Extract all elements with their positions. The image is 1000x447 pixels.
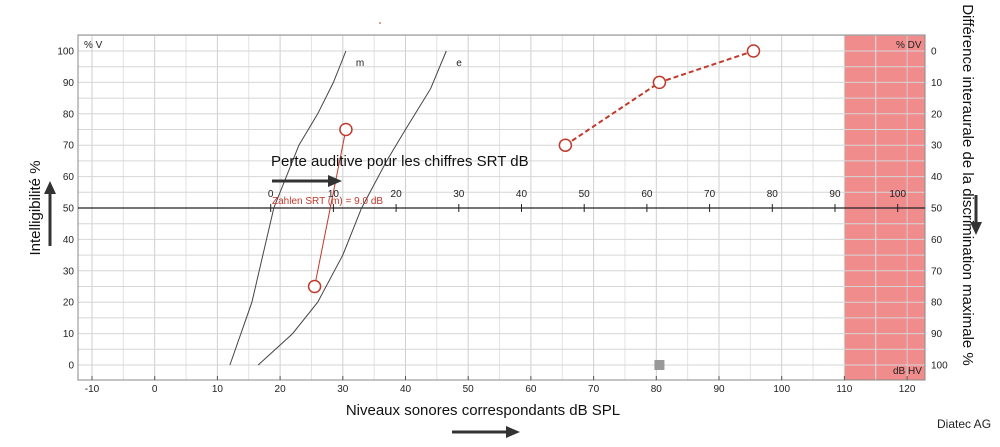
credit-label: Diatec AG — [937, 417, 991, 431]
y-axis-title-right: Différence interaurale de la discriminat… — [959, 4, 976, 366]
y-tick-label-left: 0 — [68, 361, 74, 372]
x-tick-label: 80 — [651, 384, 663, 395]
marker-square — [654, 360, 665, 370]
y-tick-label-left: 100 — [57, 47, 74, 58]
y-tick-label-left: 40 — [63, 235, 75, 246]
y-tick-label-left: 90 — [63, 78, 75, 89]
y-tick-label-right: 90 — [931, 329, 943, 340]
x-tick-label: 30 — [337, 384, 349, 395]
y-axis-left-arrow — [44, 181, 56, 246]
y-tick-label-left: 20 — [63, 298, 75, 309]
y-tick-label-left: 10 — [63, 329, 75, 340]
hv-tick-label: 100 — [889, 189, 906, 200]
data-point-circle — [558, 138, 573, 152]
x-tick-label: 120 — [899, 384, 916, 395]
y-tick-label-left: 60 — [63, 172, 75, 183]
hv-tick-label: 30 — [453, 189, 465, 200]
x-tick-label: 0 — [152, 384, 158, 395]
y-tick-label-right: 10 — [931, 78, 943, 89]
y-tick-label-left: 30 — [63, 266, 75, 277]
series-line-1 — [314, 129, 347, 287]
y-tick-label-right: 60 — [931, 235, 943, 246]
y-tick-label-left: 50 — [63, 204, 75, 215]
data-point-circle — [339, 122, 353, 137]
x-tick-label: -10 — [85, 384, 100, 395]
srt-value-label: Zahlen SRT (m) = 9.0 dB — [272, 196, 383, 207]
hv-tick-label: 80 — [767, 189, 779, 200]
x-tick-label: 10 — [212, 384, 224, 395]
x-axis-arrow — [452, 426, 520, 438]
y-tick-label-right: 80 — [931, 298, 943, 309]
data-point-circle — [307, 279, 322, 294]
y-tick-label-right: 0 — [931, 47, 937, 58]
corner-label-db-hv: dB HV — [893, 366, 922, 377]
y-tick-label-right: 50 — [931, 204, 943, 215]
reference-curve-label-e: e — [456, 58, 462, 69]
corner-label-percent-dv: % DV — [896, 40, 922, 51]
y-axis-title-left: Intelligibilité % — [27, 160, 44, 255]
hv-tick-label: 40 — [516, 189, 528, 200]
x-tick-label: 110 — [836, 384, 852, 395]
hv-tick-label: 20 — [391, 189, 403, 200]
hv-tick-label: 90 — [829, 189, 841, 200]
reference-curve-e — [257, 50, 447, 366]
y-tick-label-right: 30 — [931, 141, 943, 152]
x-tick-label: 50 — [463, 384, 475, 395]
srt-annotation: Perte auditive pour les chiffres SRT dB — [271, 153, 529, 170]
srt-arrow — [272, 175, 342, 187]
hv-tick-label: 50 — [579, 189, 591, 200]
x-tick-label: 40 — [400, 384, 412, 395]
hv-tick-label: 70 — [704, 189, 716, 200]
y-tick-label-right: 20 — [931, 109, 943, 120]
y-tick-label-left: 80 — [63, 109, 75, 120]
y-tick-label-right: 40 — [931, 172, 943, 183]
y-axis-right-arrow — [970, 195, 982, 235]
corner-label-percent-v: % V — [84, 40, 103, 51]
hv-tick-label: 60 — [641, 189, 653, 200]
data-point-circle — [652, 75, 667, 90]
y-tick-label-left: 70 — [63, 141, 75, 152]
reference-curve-label-m: m — [356, 58, 364, 69]
y-tick-label-right: 70 — [931, 266, 943, 277]
x-axis-title: Niveaux sonores correspondants dB SPL — [346, 402, 620, 419]
y-tick-label-right: 100 — [931, 361, 948, 372]
reference-curve-m — [229, 50, 347, 366]
x-tick-label: 100 — [773, 384, 790, 395]
x-tick-label: 90 — [713, 384, 725, 395]
hv-tick-label: 0 — [268, 189, 274, 200]
hv-tick-label: 10 — [328, 189, 340, 200]
x-tick-label: 70 — [588, 384, 600, 395]
x-tick-label: 60 — [525, 384, 537, 395]
data-point-circle — [746, 44, 761, 58]
x-tick-label: 20 — [275, 384, 287, 395]
